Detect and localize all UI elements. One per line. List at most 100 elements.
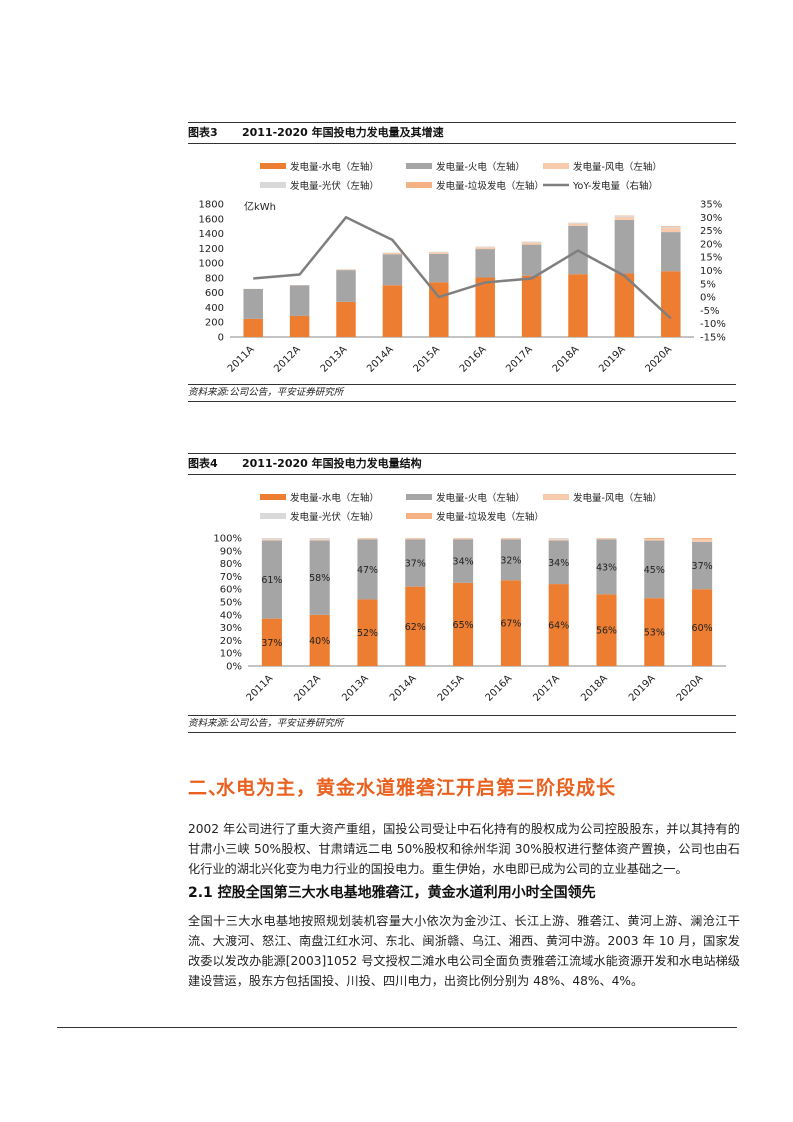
legend-label-4: 发电量-垃圾发电（左轴） <box>436 180 544 192</box>
bar-2-2011A <box>261 539 282 541</box>
y2-tick-label: -15% <box>700 333 726 344</box>
legend-label-2: 发电量-风电（左轴） <box>573 161 662 173</box>
legend-label-0: 发电量-水电（左轴） <box>290 161 379 173</box>
bar-1-2012A <box>309 540 330 615</box>
bar-1-2018A <box>596 539 617 595</box>
data-label: 40% <box>309 636 330 647</box>
bar-2-2014A <box>405 538 426 540</box>
bar-0-2018A <box>596 594 617 666</box>
y2-tick-label: 20% <box>700 239 722 250</box>
x-tick-label: 2020A <box>675 673 706 704</box>
data-label: 34% <box>548 558 569 569</box>
legend-label-0: 发电量-水电（左轴） <box>290 492 379 504</box>
bar-0-2012A <box>309 614 330 666</box>
y-tick-label: 0 <box>218 333 224 344</box>
bar-0-2017A <box>548 584 569 666</box>
y-tick-label: 10% <box>220 649 242 660</box>
x-tick-label: 2014A <box>365 344 396 375</box>
bar-1-2016A <box>500 539 521 581</box>
x-tick-label: 2017A <box>504 344 535 375</box>
y-tick-label: 80% <box>220 559 242 570</box>
section-heading: 二、水电为主，黄金水道雅砻江开启第三阶段成长 <box>188 773 616 800</box>
y-tick-label: 20% <box>220 636 242 647</box>
bar-2-2017A <box>521 242 542 245</box>
legend-swatch-0 <box>260 494 286 500</box>
x-tick-label: 2013A <box>319 344 350 375</box>
bar-0-2015A <box>453 582 474 666</box>
data-label: 58% <box>309 573 330 584</box>
figure-3-title: 图表3 2011-2020 年国投电力发电量及其增速 <box>188 122 736 144</box>
bar-0-2020A <box>661 271 681 337</box>
y-tick-label: 70% <box>220 572 242 583</box>
bar-1-2011A <box>261 540 282 619</box>
y-tick-label: 30% <box>220 623 242 634</box>
data-label: 32% <box>500 555 521 566</box>
bar-2-2020A <box>661 228 681 233</box>
legend-swatch-4 <box>406 182 432 188</box>
bar-0-2019A <box>614 273 635 337</box>
bar-2-2016A <box>500 538 521 540</box>
y-tick-label: 1600 <box>199 214 224 225</box>
x-tick-label: 2012A <box>292 673 323 704</box>
y-tick-label: 90% <box>220 546 242 557</box>
y-tick-label: 60% <box>220 585 242 596</box>
data-label: 67% <box>500 619 521 630</box>
bar-0-2018A <box>568 274 588 337</box>
bar-0-2011A <box>261 618 282 666</box>
data-label: 37% <box>692 561 713 572</box>
y2-tick-label: 25% <box>700 226 722 237</box>
data-label: 61% <box>261 575 282 586</box>
figure-3-source: 资料来源:公司公告，平安证券研究所 <box>188 384 736 402</box>
data-label: 65% <box>453 620 474 631</box>
bar-2-2015A <box>453 538 474 540</box>
x-tick-label: 2011A <box>226 344 257 375</box>
data-label: 43% <box>596 562 617 573</box>
legend-label-1: 发电量-火电（左轴） <box>436 492 525 504</box>
y-tick-label: 100% <box>213 534 242 545</box>
x-tick-label: 2018A <box>551 344 582 375</box>
data-label: 47% <box>357 565 378 576</box>
bar-3-2020A <box>661 226 681 229</box>
bar-3-2019A <box>614 215 635 217</box>
y-tick-label: 1200 <box>199 244 224 255</box>
legend-label-3: 发电量-光伏（左轴） <box>290 180 379 192</box>
paragraph-2: 全国十三大水电基地按照规划装机容量大小依次为金沙江、长江上游、雅砻江、黄河上游、… <box>188 914 740 988</box>
bar-1-2017A <box>548 540 569 585</box>
x-tick-label: 2018A <box>579 673 610 704</box>
bar-3-2016A <box>475 246 495 248</box>
bar-2-2013A <box>336 269 356 271</box>
data-label: 45% <box>644 565 665 576</box>
subsection-heading: 2.1 控股全国第三大水电基地雅砻江，黄金水道利用小时全国领先 <box>188 885 596 901</box>
bar-1-2011A <box>243 288 263 319</box>
legend-label-1: 发电量-火电（左轴） <box>436 161 525 173</box>
bar-1-2015A <box>453 539 474 583</box>
bar-3-2018A <box>568 222 588 224</box>
bar-1-2016A <box>475 249 495 278</box>
data-label: 37% <box>261 638 282 649</box>
x-tick-label: 2016A <box>484 673 515 704</box>
bar-0-2011A <box>243 318 263 337</box>
y-axis-unit: 亿kWh <box>244 200 276 213</box>
legend-swatch-1 <box>406 163 432 169</box>
legend-label-3: 发电量-光伏（左轴） <box>290 511 379 523</box>
bar-2-2020A <box>692 539 713 542</box>
data-label: 64% <box>548 621 569 632</box>
legend-swatch-3 <box>260 182 286 188</box>
bar-2-2016A <box>475 247 495 250</box>
bar-2-2017A <box>548 539 569 541</box>
x-tick-label: 2016A <box>458 344 489 375</box>
bar-0-2012A <box>289 315 310 337</box>
section-number: 二、 <box>188 777 229 799</box>
y2-tick-label: -5% <box>700 306 719 317</box>
legend-swatch-3 <box>260 513 286 519</box>
legend-swatch-2 <box>543 494 569 500</box>
bar-0-2016A <box>500 580 521 666</box>
y-tick-label: 40% <box>220 610 242 621</box>
figure-4-title-text: 2011-2020 年国投电力发电量结构 <box>242 457 422 470</box>
y2-tick-label: 35% <box>700 200 722 211</box>
bar-1-2019A <box>644 540 665 599</box>
paragraph-1: 2002 年公司进行了重大资产重组，国投公司受让中石化持有的股权成为公司控股股东… <box>188 822 740 876</box>
legend-swatch-0 <box>260 163 286 169</box>
bar-0-2013A <box>336 301 356 337</box>
bar-2-2014A <box>382 252 403 255</box>
